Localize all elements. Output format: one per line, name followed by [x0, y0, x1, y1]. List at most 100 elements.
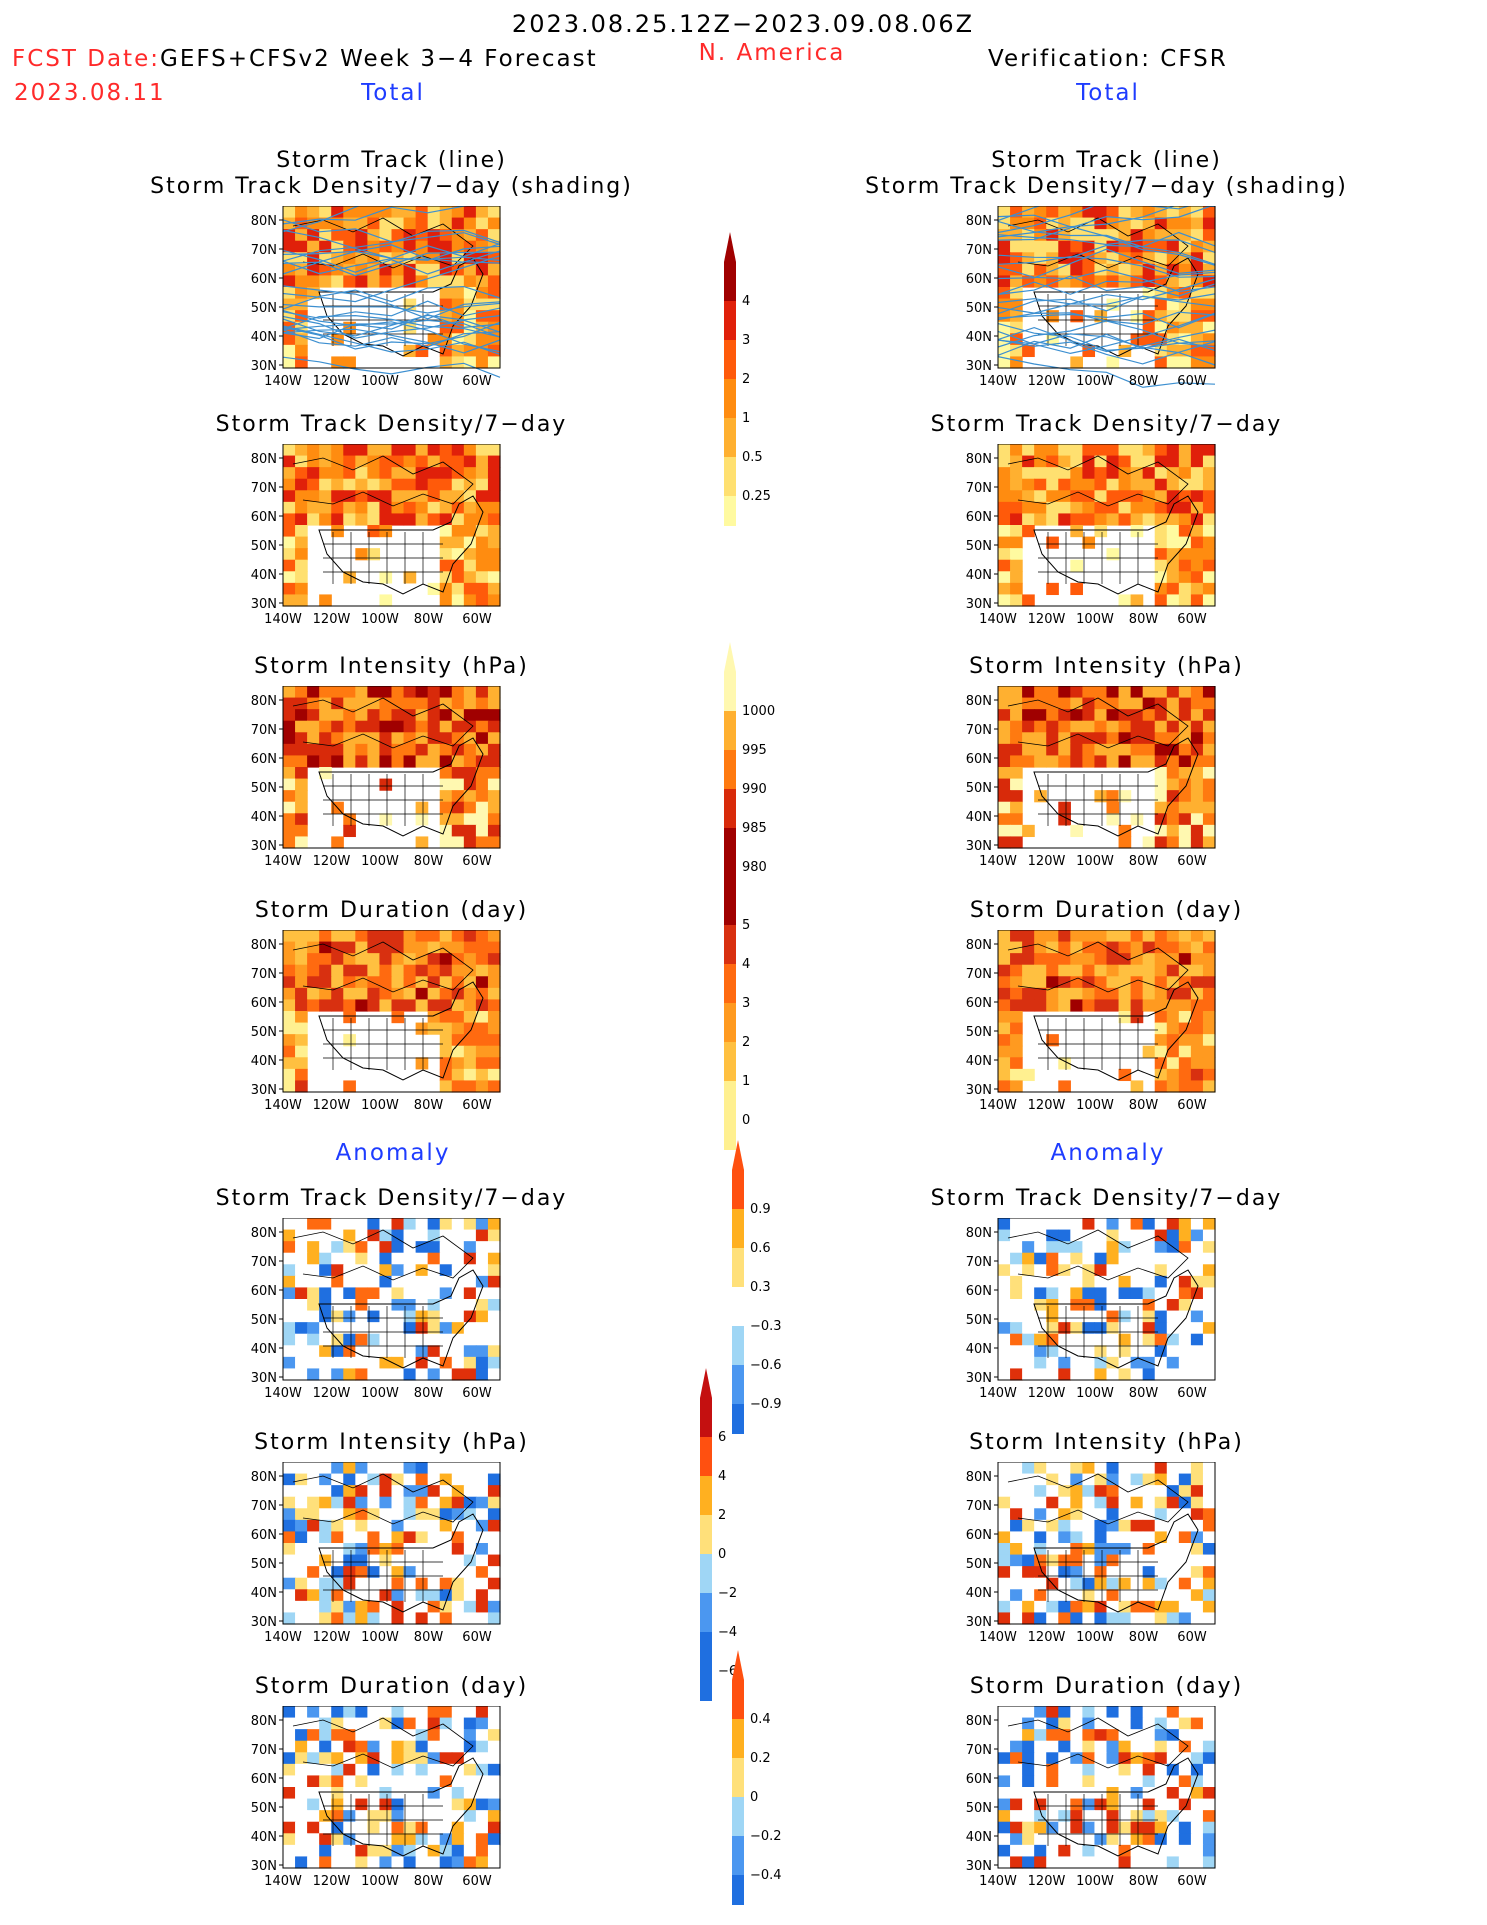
grid-cell — [439, 697, 453, 710]
grid-cell — [307, 1496, 320, 1509]
grid-cell — [1166, 525, 1180, 538]
grid-cell — [1106, 709, 1120, 722]
lon-label: 140W — [264, 854, 302, 869]
grid-cell — [475, 1068, 489, 1082]
grid-cell — [355, 467, 368, 480]
grid-cell — [1082, 999, 1096, 1012]
grid-cell — [1010, 1856, 1023, 1869]
grid-cell — [1046, 513, 1059, 526]
grid-cell — [379, 455, 393, 468]
grid-cell — [1022, 1810, 1035, 1823]
grid-cell — [1130, 1275, 1144, 1289]
grid-cell — [1190, 1600, 1204, 1614]
grid-cell — [1118, 252, 1132, 265]
grid-cell — [1070, 755, 1083, 768]
grid-cell — [307, 1322, 320, 1335]
grid-cell — [487, 1775, 501, 1788]
grid-cell — [331, 953, 344, 966]
grid-cell — [1142, 953, 1156, 966]
grid-cell — [319, 1473, 332, 1486]
grid-cell — [1094, 1368, 1108, 1381]
grid-cell — [1142, 1045, 1156, 1058]
grid-cell — [427, 275, 441, 288]
grid-cell — [1202, 1612, 1216, 1625]
grid-cell — [1178, 1068, 1192, 1082]
grid-cell — [331, 1218, 344, 1231]
grid-cell — [415, 1740, 429, 1753]
grid-cell — [295, 1045, 308, 1058]
grid-cell — [1010, 1763, 1023, 1777]
grid-cell — [487, 1034, 501, 1047]
grid-cell — [307, 1740, 320, 1753]
grid-cell — [1118, 513, 1132, 526]
grid-cell — [1142, 1577, 1156, 1590]
grid-cell — [355, 444, 368, 457]
grid-cell — [1070, 478, 1083, 491]
grid-cell — [1154, 594, 1168, 607]
grid-cell — [1010, 686, 1023, 699]
grid-cell — [367, 490, 381, 503]
grid-cell — [998, 1068, 1011, 1082]
grid-cell — [391, 1706, 405, 1719]
grid-cell — [1010, 548, 1023, 561]
grid-cell — [307, 1310, 320, 1323]
grid-cell — [487, 513, 501, 526]
grid-cell — [1130, 1787, 1144, 1800]
grid-cell — [343, 1577, 356, 1590]
grid-cell — [1154, 1810, 1168, 1823]
grid-cell — [1046, 582, 1059, 596]
grid-cell — [1154, 743, 1168, 757]
lat-label: 70N — [966, 1499, 992, 1514]
grid-cell — [283, 1612, 296, 1625]
colorbar-segment — [724, 379, 736, 418]
grid-cell — [1010, 1740, 1023, 1753]
grid-cell — [475, 1717, 489, 1730]
storm-track-line — [282, 229, 501, 262]
grid-cell — [1190, 720, 1204, 733]
lon-label: 80W — [414, 854, 444, 869]
grid-cell — [295, 976, 308, 989]
grid-cell — [1034, 1229, 1047, 1242]
grid-cell — [1010, 824, 1023, 838]
grid-cell — [1166, 1844, 1180, 1858]
grid-cell — [487, 594, 501, 607]
grid-cell — [355, 743, 368, 757]
grid-cell — [1070, 1345, 1083, 1358]
panel-title: Storm Track Density/7−day — [215, 412, 568, 437]
colorbar-segment — [732, 1404, 744, 1434]
grid-cell — [1178, 1600, 1192, 1614]
grid-cell — [379, 1740, 393, 1753]
grid-cell — [1190, 217, 1204, 230]
grid-cell — [1154, 478, 1168, 491]
grid-cell — [379, 778, 393, 791]
lat-label: 40N — [966, 1586, 992, 1601]
grid-cell — [427, 1810, 441, 1823]
grid-cell — [1046, 755, 1059, 768]
grid-cell — [427, 1763, 441, 1777]
grid-cell — [487, 1496, 501, 1509]
storm-track-line — [282, 309, 501, 353]
grid-cell — [307, 1810, 320, 1823]
grid-cell — [343, 1612, 356, 1625]
grid-cell — [451, 1473, 465, 1486]
colorbar-top-triangle — [732, 1650, 744, 1680]
grid-cell — [1010, 1821, 1023, 1834]
grid-cell — [343, 755, 356, 768]
grid-cell — [1106, 813, 1120, 826]
grid-cell — [463, 559, 477, 572]
grid-cell — [1010, 1810, 1023, 1823]
grid-cell — [1058, 976, 1071, 989]
grid-cell — [475, 490, 489, 503]
grid-cell — [1070, 1844, 1083, 1858]
grid-cell — [1118, 930, 1132, 943]
grid-cell — [1046, 1252, 1059, 1265]
grid-cell — [1190, 1787, 1204, 1800]
grid-cell — [1070, 490, 1083, 503]
grid-cell — [1202, 720, 1216, 733]
grid-cell — [343, 720, 356, 733]
grid-cell — [463, 1057, 477, 1070]
grid-cell — [1082, 709, 1096, 722]
grid-cell — [1166, 275, 1180, 288]
grid-cell — [1094, 1577, 1108, 1590]
lon-label: 60W — [1177, 374, 1207, 389]
